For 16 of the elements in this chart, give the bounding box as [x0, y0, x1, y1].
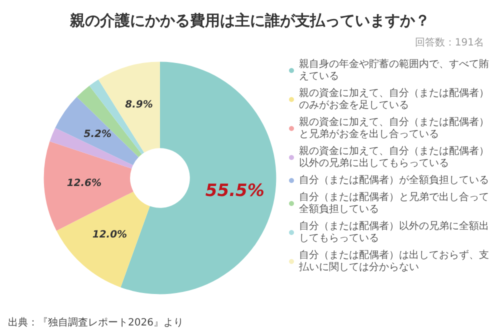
chart-subtitle: 回答数：191名 [414, 36, 484, 48]
legend-label: 親自身の年金や貯蓄の範囲内で、すべて賄えている [299, 58, 489, 82]
data-label: 12.0% [92, 230, 128, 241]
legend-label: 親の資金に加えて、自分（または配偶者）のみがお金を足している [299, 87, 489, 111]
data-label: 5.2% [84, 128, 112, 140]
source-note: 出典：『独自調査レポート2026』より [8, 316, 184, 328]
legend-label: 自分（または配偶者）は出しておらず、支払いに関しては分からない [298, 249, 489, 273]
legend-label: 親の資金に加えて、自分（または配偶者）と兄弟がお金を出し合っている [299, 116, 489, 140]
legend-label: 親の資金に加えて、自分（または配偶者）以外の兄弟に出してもらっている [299, 145, 489, 169]
data-label: 12.6% [66, 178, 102, 190]
data-label: 8.9% [125, 99, 153, 110]
legend-label: 自分（または配偶者）以外の兄弟に全額出してもらっている [299, 220, 489, 244]
legend-label: 自分（または配偶者）と兄弟で出し合って全額負担している [299, 191, 489, 215]
legend-label: 自分（または配偶者）が全額負担している [299, 174, 489, 186]
data-label: 55.5% [205, 181, 264, 202]
chart-title: 親の介護にかかる費用は主に誰が支払っていますか？ [69, 12, 430, 30]
